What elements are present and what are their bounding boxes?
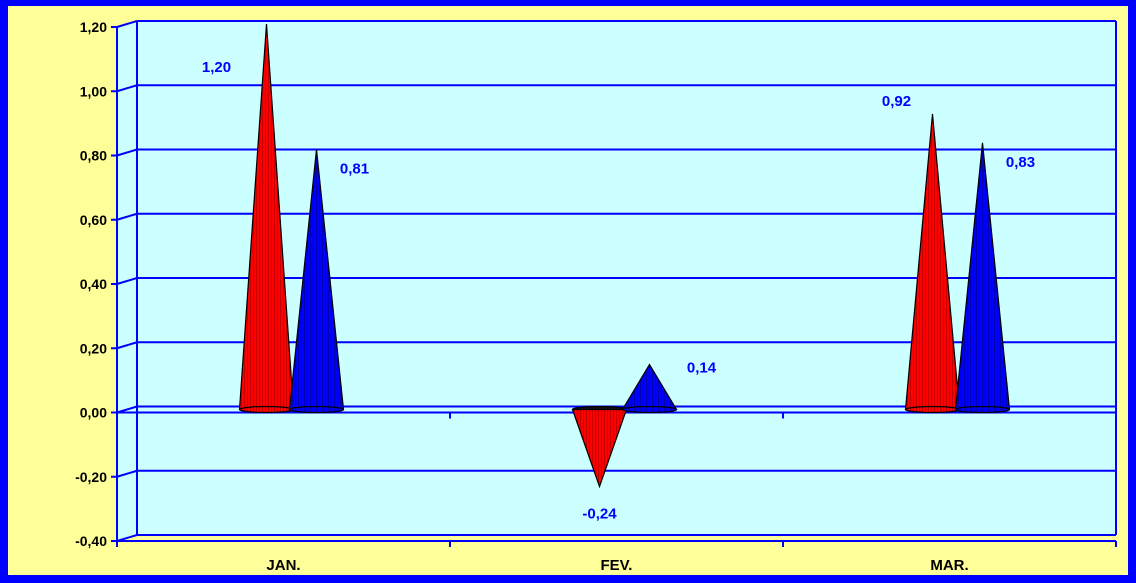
data-label: 0,81 [340, 160, 369, 177]
y-tick-label: 0,40 [80, 276, 107, 292]
gridlines [116, 20, 1116, 542]
data-labels: 1,20 -0,24 0,92 0,81 0,14 0,83 [202, 59, 1035, 523]
gridline-depth [116, 212, 138, 221]
y-tick-label: 1,00 [80, 83, 107, 99]
y-tick-label: -0,40 [75, 533, 107, 549]
cone-base [904, 405, 961, 414]
y-tick-label: 0,80 [80, 148, 107, 164]
cone-bar [621, 363, 678, 414]
y-tick-label: -0,20 [75, 469, 107, 485]
category-label: MAR. [930, 557, 968, 574]
category-label: FEV. [601, 557, 633, 574]
cone-base [288, 405, 345, 414]
data-label: -0,24 [582, 506, 617, 523]
gridline-depth [116, 84, 138, 93]
chart: -0,40 -0,20 0,00 0,20 0,40 0,60 0,80 1,00 1,20 J… [75, 19, 1117, 574]
cone-bar [904, 113, 961, 414]
data-label: 0,92 [882, 93, 911, 110]
data-label: 1,20 [202, 59, 231, 76]
category-labels: JAN. FEV. MAR. [266, 557, 968, 574]
cone-base [954, 405, 1011, 414]
category-label: JAN. [266, 557, 300, 574]
gridline-depth [116, 20, 138, 28]
cone-bar [571, 405, 628, 489]
cone-base [621, 405, 678, 414]
data-label: 0,14 [687, 360, 717, 377]
cone-bar [954, 142, 1011, 414]
y-tick-label: 1,20 [80, 19, 107, 35]
data-label: 0,83 [1006, 154, 1035, 171]
gridline-depth [116, 148, 138, 157]
cone-base [238, 405, 295, 414]
gridline-depth [116, 341, 138, 350]
cone-bar [238, 23, 295, 414]
y-tick-label: 0,00 [80, 405, 107, 421]
chart-frame: -0,40 -0,20 0,00 0,20 0,40 0,60 0,80 1,00 1,20 J… [8, 6, 1128, 575]
gridline-depth [116, 277, 138, 285]
bars [238, 23, 1011, 489]
cone-bar [288, 149, 345, 414]
y-tick-labels: -0,40 -0,20 0,00 0,20 0,40 0,60 0,80 1,00 1,20 [75, 19, 107, 549]
y-tick-label: 0,20 [80, 340, 107, 356]
gridline-depth [116, 469, 138, 478]
y-tick-label: 0,60 [80, 212, 107, 228]
cone-body [571, 408, 628, 489]
